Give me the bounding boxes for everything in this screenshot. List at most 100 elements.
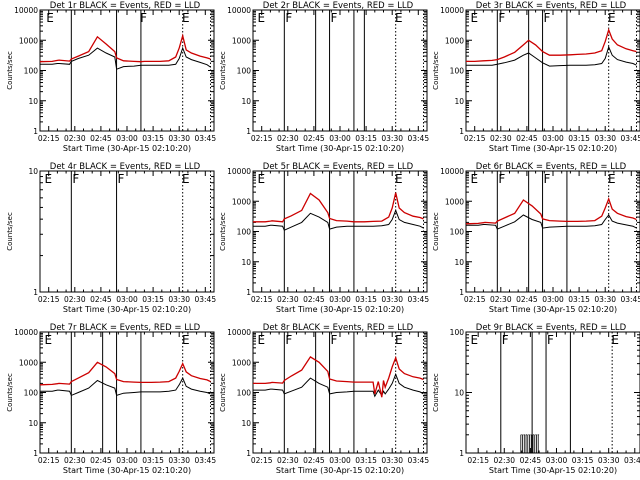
x-tick-label: 02:45 — [303, 295, 325, 304]
y-tick-label: 1 — [459, 288, 464, 297]
x-tick-label: 03:00 — [116, 456, 138, 465]
x-tick-label: 02:30 — [277, 295, 299, 304]
y-tick-label: 10 — [28, 97, 38, 106]
x-tick-label: 02:45 — [303, 134, 325, 143]
y-tick-label: 10 — [454, 258, 464, 267]
attenuator-marker: F — [285, 333, 292, 347]
y-tick-label: 10 — [454, 389, 464, 398]
y-tick-label: 1 — [33, 449, 38, 458]
x-tick-label: 03:15 — [142, 295, 164, 304]
x-axis-label: Start Time (30-Apr-15 02:10:20) — [63, 466, 191, 475]
x-axis-label: Start Time (30-Apr-15 02:10:20) — [63, 305, 191, 314]
y-axis-label: Counts/sec — [6, 51, 14, 90]
attenuator-marker: F — [544, 172, 551, 186]
series-lld-line — [253, 192, 424, 223]
x-tick-label: 03:15 — [355, 456, 377, 465]
y-tick-label: 1 — [246, 127, 251, 136]
y-axis-label: Counts/sec — [219, 212, 227, 251]
series-events-line — [253, 209, 424, 231]
attenuator-marker: E — [182, 11, 190, 25]
x-tick-label: 03:00 — [542, 134, 564, 143]
attenuator-marker: F — [72, 172, 79, 186]
x-tick-label: 03:45 — [194, 295, 216, 304]
x-tick-label: 03:30 — [168, 295, 190, 304]
panel-det5: Det 5r BLACK = Events, RED = LLD 1 10 100 10… — [219, 162, 429, 314]
x-tick-label: 03:30 — [168, 456, 190, 465]
y-tick-label: 1000 — [232, 197, 251, 206]
attenuator-marker: E — [182, 172, 190, 186]
series-events-line — [40, 376, 211, 397]
x-axis-label: Start Time (30-Apr-15 02:10:20) — [489, 144, 617, 153]
panel-det2: Det 2r BLACK = Events, RED = LLD 1 10 100 10… — [219, 1, 429, 153]
attenuator-marker: F — [544, 11, 551, 25]
x-tick-label: 03:45 — [620, 295, 640, 304]
x-tick-label: 02:30 — [490, 295, 512, 304]
x-tick-label: 03:00 — [329, 295, 351, 304]
y-tick-label: 10 — [454, 97, 464, 106]
panel-title: Det 3r BLACK = Events, RED = LLD — [476, 1, 627, 11]
attenuator-marker: E — [395, 11, 403, 25]
attenuator-marker: F — [498, 11, 505, 25]
y-tick-label: 100 — [24, 67, 39, 76]
x-tick-label: 03:30 — [168, 134, 190, 143]
attenuator-marker: E — [608, 172, 616, 186]
y-tick-label: 1 — [33, 127, 38, 136]
x-tick-label: 03:45 — [407, 134, 429, 143]
y-tick-label: 1 — [246, 288, 251, 297]
axes-frame — [465, 170, 640, 293]
x-tick-label: 03:00 — [116, 295, 138, 304]
x-tick-label: 03:45 — [407, 295, 429, 304]
x-tick-label: 02:15 — [464, 134, 486, 143]
y-tick-label: 10000 — [14, 6, 38, 15]
x-tick-label: 03:15 — [568, 134, 590, 143]
y-tick-label: 10 — [241, 97, 251, 106]
x-tick-label: 02:30 — [493, 456, 515, 465]
attenuator-marker: E — [608, 11, 616, 25]
y-tick-label: 1000 — [232, 358, 251, 367]
y-axis-label: Counts/sec — [432, 373, 440, 412]
attenuator-marker: E — [46, 11, 54, 25]
attenuator-marker: F — [547, 333, 554, 347]
x-tick-label: 03:45 — [194, 134, 216, 143]
series-events-line — [40, 46, 211, 70]
attenuator-marker: E — [470, 172, 478, 186]
panel-title: Det 9r BLACK = Events, RED = LLD — [476, 323, 627, 333]
y-tick-label: 10000 — [440, 6, 464, 15]
attenuator-marker: F — [285, 11, 292, 25]
series-lld-line — [253, 355, 424, 398]
x-axis-label: Start Time (30-Apr-15 02:10:20) — [63, 144, 191, 153]
y-tick-label: 1 — [459, 127, 464, 136]
x-tick-label: 02:15 — [251, 295, 273, 304]
attenuator-marker: E — [611, 333, 619, 347]
y-axis-label: Counts/sec — [6, 212, 14, 251]
x-tick-label: 03:30 — [598, 456, 620, 465]
attenuator-marker: F — [331, 11, 338, 25]
y-tick-label: 1 — [459, 449, 464, 458]
y-tick-label: 100 — [237, 228, 252, 237]
attenuator-marker: E — [395, 333, 403, 347]
y-axis-label: Counts/sec — [6, 373, 14, 412]
panel-title: Det 1r BLACK = Events, RED = LLD — [50, 1, 201, 11]
y-axis-label: Counts/sec — [219, 373, 227, 412]
panel-title: Det 2r BLACK = Events, RED = LLD — [263, 1, 414, 11]
attenuator-marker: E — [182, 333, 190, 347]
attenuator-marker: E — [257, 172, 265, 186]
x-axis-label: Start Time (30-Apr-15 02:10:20) — [276, 305, 404, 314]
series-events-line — [253, 372, 424, 398]
x-tick-label: 02:30 — [64, 295, 86, 304]
panel-det8: Det 8r BLACK = Events, RED = LLD 1 10 100 10… — [219, 323, 429, 475]
x-tick-label: 02:30 — [64, 134, 86, 143]
axes-frame — [465, 331, 640, 454]
y-tick-label: 1000 — [19, 36, 38, 45]
x-tick-label: 02:15 — [38, 456, 60, 465]
x-tick-label: 02:45 — [303, 456, 325, 465]
y-axis-label: Counts/sec — [432, 212, 440, 251]
x-tick-label: 03:15 — [568, 295, 590, 304]
attenuator-marker: F — [140, 11, 147, 25]
panel-title: Det 6r BLACK = Events, RED = LLD — [476, 162, 627, 172]
y-tick-label: 10000 — [227, 328, 251, 337]
y-tick-label: 100 — [237, 67, 252, 76]
x-tick-label: 03:30 — [381, 456, 403, 465]
x-tick-label: 02:45 — [520, 456, 542, 465]
